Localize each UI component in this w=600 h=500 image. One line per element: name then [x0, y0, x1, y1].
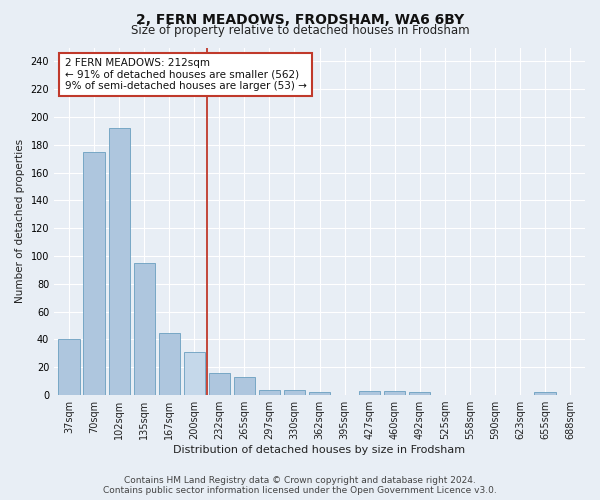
Bar: [109, 128, 130, 395]
Bar: [359, 391, 380, 395]
Bar: [158, 332, 180, 395]
Bar: [83, 152, 105, 395]
X-axis label: Distribution of detached houses by size in Frodsham: Distribution of detached houses by size …: [173, 445, 466, 455]
Bar: [184, 352, 205, 395]
Text: 2 FERN MEADOWS: 212sqm
← 91% of detached houses are smaller (562)
9% of semi-det: 2 FERN MEADOWS: 212sqm ← 91% of detached…: [65, 58, 307, 91]
Bar: [309, 392, 330, 395]
Bar: [134, 263, 155, 395]
Bar: [384, 391, 406, 395]
Text: 2, FERN MEADOWS, FRODSHAM, WA6 6BY: 2, FERN MEADOWS, FRODSHAM, WA6 6BY: [136, 12, 464, 26]
Text: Contains HM Land Registry data © Crown copyright and database right 2024.
Contai: Contains HM Land Registry data © Crown c…: [103, 476, 497, 495]
Bar: [409, 392, 430, 395]
Bar: [209, 373, 230, 395]
Bar: [534, 392, 556, 395]
Text: Size of property relative to detached houses in Frodsham: Size of property relative to detached ho…: [131, 24, 469, 37]
Y-axis label: Number of detached properties: Number of detached properties: [15, 139, 25, 304]
Bar: [58, 340, 80, 395]
Bar: [259, 390, 280, 395]
Bar: [234, 377, 255, 395]
Bar: [284, 390, 305, 395]
